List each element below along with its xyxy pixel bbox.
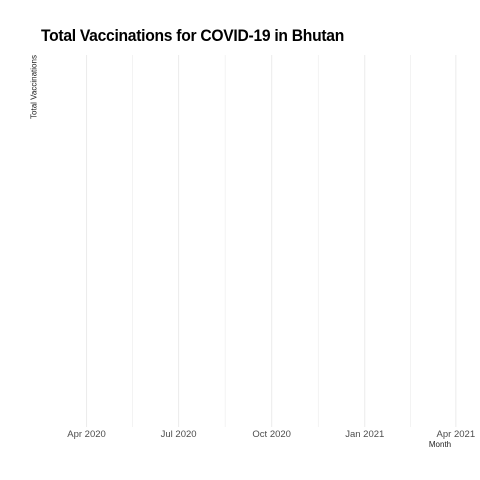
x-tick-label: Jul 2020 [161,429,197,440]
x-tick-label: Oct 2020 [252,429,291,440]
x-tick-label: Apr 2021 [437,429,476,440]
x-tick-label: Apr 2020 [67,429,106,440]
chart-title: Total Vaccinations for COVID-19 in Bhuta… [41,26,344,45]
x-tick-label: Jan 2021 [345,429,384,440]
x-axis-label: Month [428,440,452,449]
